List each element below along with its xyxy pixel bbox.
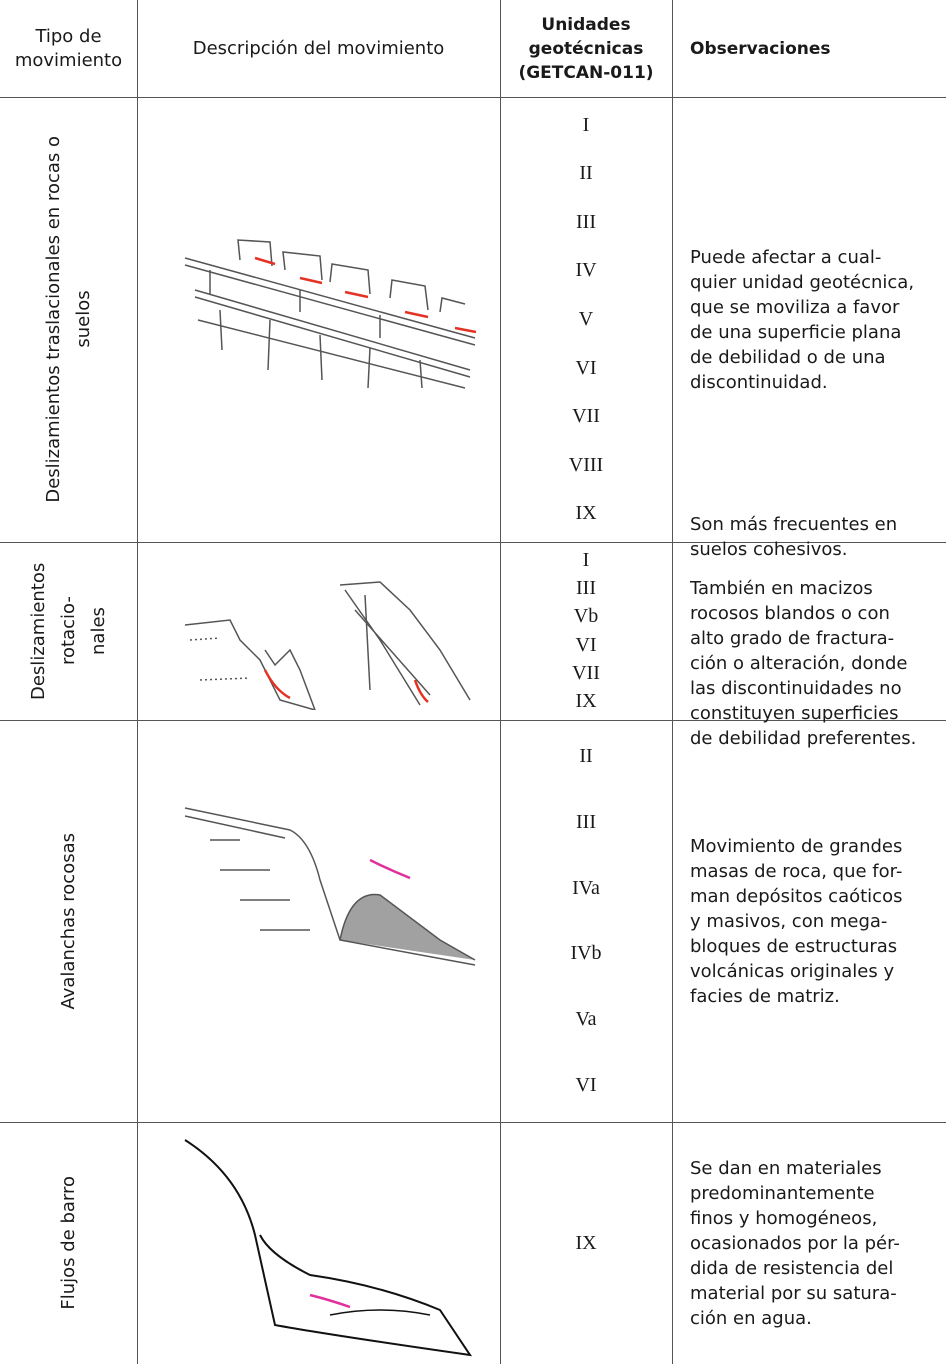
obs-line: quier unidad geotécnica, [690,271,915,293]
type-line: nales [87,607,109,655]
header-cell: Observaciones [690,38,831,59]
unit: II [579,745,593,768]
row-border [0,720,946,721]
col-border [137,0,138,1364]
obs-line: man depósitos caóticos [690,885,903,907]
unit: VI [575,356,597,379]
obs-line: Movimiento de grandes [690,835,903,857]
units-cell: IX [500,1122,672,1364]
obs-line: alto grado de fractura- [690,627,895,649]
unit: VI [575,1073,597,1096]
obs-line: También en macizos [690,577,873,599]
paragraph: También en macizos rocosos blandos o con a… [690,576,946,751]
obs-line: discontinuidad. [690,371,828,393]
unit: IX [575,1231,597,1254]
obs-line: constituyen superficies [690,702,899,724]
obs-line: predominantemente [690,1182,875,1204]
unit: III [576,210,596,233]
obs-line: volcánicas originales y [690,960,895,982]
type-text: Flujos de barro [54,1176,84,1310]
type-line: Flujos de barro [57,1176,79,1310]
observations-cell: Son más frecuentes en suelos cohesivos. Ta… [672,514,946,749]
obs-line: de debilidad o de una [690,346,886,368]
unit: VII [572,405,600,428]
unit: IVa [572,876,600,899]
unit: VI [575,633,597,656]
type-line: Avalanchas rocosas [57,832,79,1010]
unit: IX [575,690,597,713]
header-cell: Unidades geotécnicas (GETCAN-011) [518,14,654,83]
units-cell: II III IVa IVb Va VI [500,720,672,1122]
row-border [0,1122,946,1123]
paragraph: Se dan en materiales predominantemente fin… [690,1156,946,1331]
observations-cell: Movimiento de grandes masas de roca, que … [672,720,946,1122]
unit: VIII [568,453,604,476]
col-border [500,0,501,1364]
paragraph: Puede afectar a cual-quier unidad geotéc… [690,245,946,395]
unit: VII [572,661,600,684]
obs-line: facies de matriz. [690,985,840,1007]
obs-line: que se moviliza a favor [690,296,900,318]
unit: IVb [570,942,602,965]
unit: Va [575,1007,597,1030]
figure-avalanche [184,807,476,966]
observations-cell: Se dan en materiales predominantemente fin… [672,1122,946,1364]
obs-line: bloques de estructuras [690,935,898,957]
row-border [0,97,946,98]
unit: II [579,162,593,185]
type-text: Deslizamientos rotacio-nales [24,542,114,720]
type-text: Deslizamientos traslacionales en rocas o… [39,136,99,503]
units-cell: I III Vb VI VII IX [500,542,672,720]
obs-line: ocasionados por la pér- [690,1232,900,1254]
obs-line: masas de roca, que for- [690,860,903,882]
obs-line: dida de resistencia del [690,1257,894,1279]
row-border [0,542,946,543]
figure-rotational [184,581,471,710]
type-line: Deslizamientos traslacionales en rocas o [42,136,64,503]
type-cell: Avalanchas rocosas [0,720,137,1122]
obs-line: las discontinuidades no [690,677,902,699]
obs-line: Son más frecuentes en [690,513,898,535]
figure-translational [184,239,477,389]
unit: V [578,307,594,330]
unit: I [582,548,590,571]
type-line: suelos [72,290,94,349]
type-cell: Flujos de barro [0,1122,137,1364]
obs-line: finos y homogéneos, [690,1207,878,1229]
header-cell: Tipo de movimiento [14,25,123,71]
obs-line: material por su satura- [690,1282,897,1304]
obs-line: de debilidad preferentes. [690,727,917,749]
obs-line: Se dan en materiales [690,1157,882,1179]
header-cell: Descripción del movimiento [192,37,445,59]
type-line: Deslizamientos rotacio- [27,562,79,700]
figure-mudflow [184,1139,473,1357]
obs-line: y masivos, con mega- [690,910,888,932]
type-cell: Deslizamientos traslacionales en rocas o… [0,97,137,542]
obs-line: de una superficie plana [690,321,902,343]
obs-line: rocosos blandos o con [690,602,890,624]
unit: I [582,113,590,136]
obs-line: Puede afectar a cual- [690,246,882,268]
unit: IV [575,259,597,282]
obs-line: suelos cohesivos. [690,538,848,560]
obs-line: ción o alteración, donde [690,652,908,674]
col-border [672,0,673,1364]
type-cell: Deslizamientos rotacio-nales [0,542,137,720]
paragraph: Son más frecuentes en suelos cohesivos. [690,512,946,562]
obs-line: ción en agua. [690,1307,812,1329]
units-cell: I II III IV V VI VII VIII IX [500,97,672,542]
unit: Vb [573,605,599,628]
paragraph: Movimiento de grandes masas de roca, que … [690,834,946,1009]
type-text: Avalanchas rocosas [54,833,84,1010]
unit: III [576,810,596,833]
observations-cell: Puede afectar a cual-quier unidad geotéc… [672,97,946,542]
unit: IX [575,502,597,525]
unit: III [576,576,596,599]
